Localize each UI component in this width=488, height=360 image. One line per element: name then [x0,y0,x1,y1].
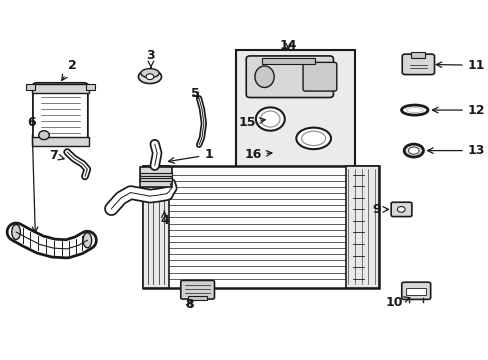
Ellipse shape [141,69,159,78]
Bar [405,288,426,296]
Bar [140,167,171,187]
Ellipse shape [260,111,280,127]
FancyBboxPatch shape [390,202,411,217]
Text: 7: 7 [49,149,64,162]
Text: 6: 6 [28,116,38,233]
Circle shape [146,74,154,80]
Text: 9: 9 [372,203,387,216]
Ellipse shape [404,144,423,157]
Ellipse shape [12,225,20,239]
Bar [345,166,378,288]
Bar [86,84,94,90]
Ellipse shape [138,70,161,84]
FancyBboxPatch shape [33,83,88,141]
Text: 3: 3 [146,49,155,67]
Ellipse shape [401,105,427,115]
Ellipse shape [301,131,325,145]
Bar [262,58,314,64]
Text: 14: 14 [279,39,297,52]
Bar [32,84,89,93]
Bar [187,296,206,301]
FancyBboxPatch shape [402,54,434,75]
Bar [26,84,35,90]
Ellipse shape [406,108,422,113]
Text: 2: 2 [61,59,76,80]
Ellipse shape [254,66,274,87]
Bar [235,50,354,170]
FancyBboxPatch shape [181,280,214,299]
Bar [140,178,172,181]
FancyBboxPatch shape [401,282,430,300]
Text: 1: 1 [168,148,213,163]
Text: 8: 8 [185,298,193,311]
Bar [140,173,172,176]
Bar [142,166,378,288]
Text: 15: 15 [238,116,264,129]
Text: 13: 13 [427,144,484,157]
Ellipse shape [39,131,49,140]
Ellipse shape [296,128,330,149]
Bar [32,137,89,146]
Bar [410,51,425,58]
Text: 4: 4 [160,211,168,227]
Ellipse shape [255,107,284,131]
Bar [142,166,169,288]
Text: 16: 16 [244,148,271,161]
Text: 5: 5 [191,87,200,100]
Text: 12: 12 [431,104,484,117]
Ellipse shape [407,147,418,154]
Text: 11: 11 [435,59,484,72]
Ellipse shape [83,233,92,248]
Text: 10: 10 [385,296,409,309]
FancyBboxPatch shape [246,56,333,98]
Circle shape [397,207,405,212]
FancyBboxPatch shape [303,62,336,91]
